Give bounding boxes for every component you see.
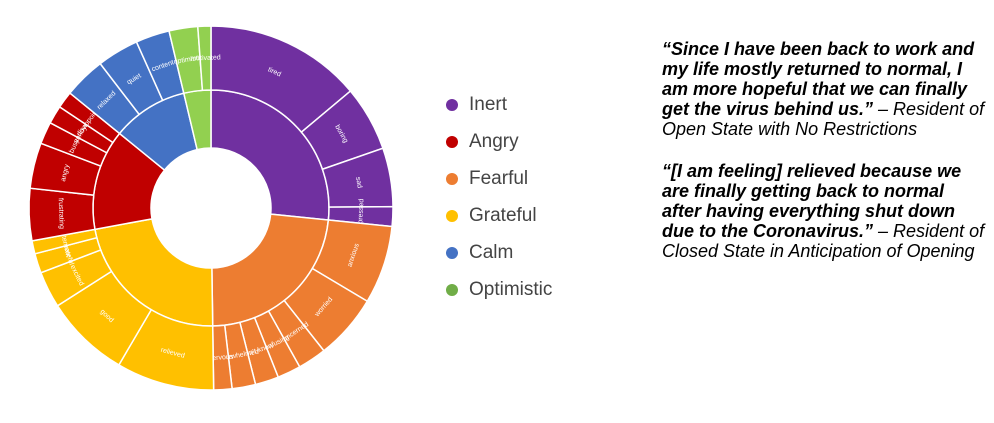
quote-text: “Since I have been back to work and my l…	[662, 39, 975, 119]
legend-dot	[446, 209, 458, 222]
legend-dot	[446, 98, 458, 111]
legend-dot	[446, 172, 458, 185]
legend-item-grateful: Grateful	[446, 197, 552, 234]
segment-label: nervous	[208, 354, 234, 363]
segment-label: sad	[354, 176, 363, 188]
segment-label: motivated	[190, 54, 221, 62]
quote-attribution: – Resident of Closed State in Anticipati…	[662, 221, 985, 261]
legend-dot	[446, 283, 458, 296]
legend-label: Inert	[469, 93, 508, 115]
segment-label: angry	[60, 163, 71, 182]
legend-label: Calm	[469, 241, 514, 263]
sunburst-chart: tiredboringsaddepressedanxiousworriedcon…	[28, 25, 394, 391]
legend-dot	[446, 246, 458, 259]
quote-text: “[I am feeling] relieved because we are …	[662, 161, 962, 241]
legend-dot	[446, 135, 458, 148]
legend-label: Angry	[469, 130, 519, 152]
legend-label: Optimistic	[469, 278, 553, 300]
quote-closed-state: “[I am feeling] relieved because we are …	[662, 161, 987, 261]
legend-item-calm: Calm	[446, 234, 552, 271]
legend-label: Fearful	[469, 167, 529, 189]
legend-item-angry: Angry	[446, 123, 552, 160]
quote-open-state: “Since I have been back to work and my l…	[662, 39, 987, 139]
quote-attribution: – Resident of Open State with No Restric…	[662, 99, 985, 139]
legend-item-inert: Inert	[446, 86, 552, 123]
segment-label: optimistic	[173, 54, 203, 65]
quotes-panel: “Since I have been back to work and my l…	[662, 39, 987, 261]
segment-motivated	[196, 25, 212, 92]
chart-legend: Inert Angry Fearful Grateful Calm Optimi…	[446, 86, 552, 308]
legend-item-fearful: Fearful	[446, 160, 552, 197]
chart-center-hole	[151, 148, 271, 268]
legend-item-optimistic: Optimistic	[446, 271, 552, 308]
legend-label: Grateful	[469, 204, 537, 226]
segment-label: depressed	[357, 199, 366, 232]
segment-label: frustrating	[57, 198, 65, 229]
